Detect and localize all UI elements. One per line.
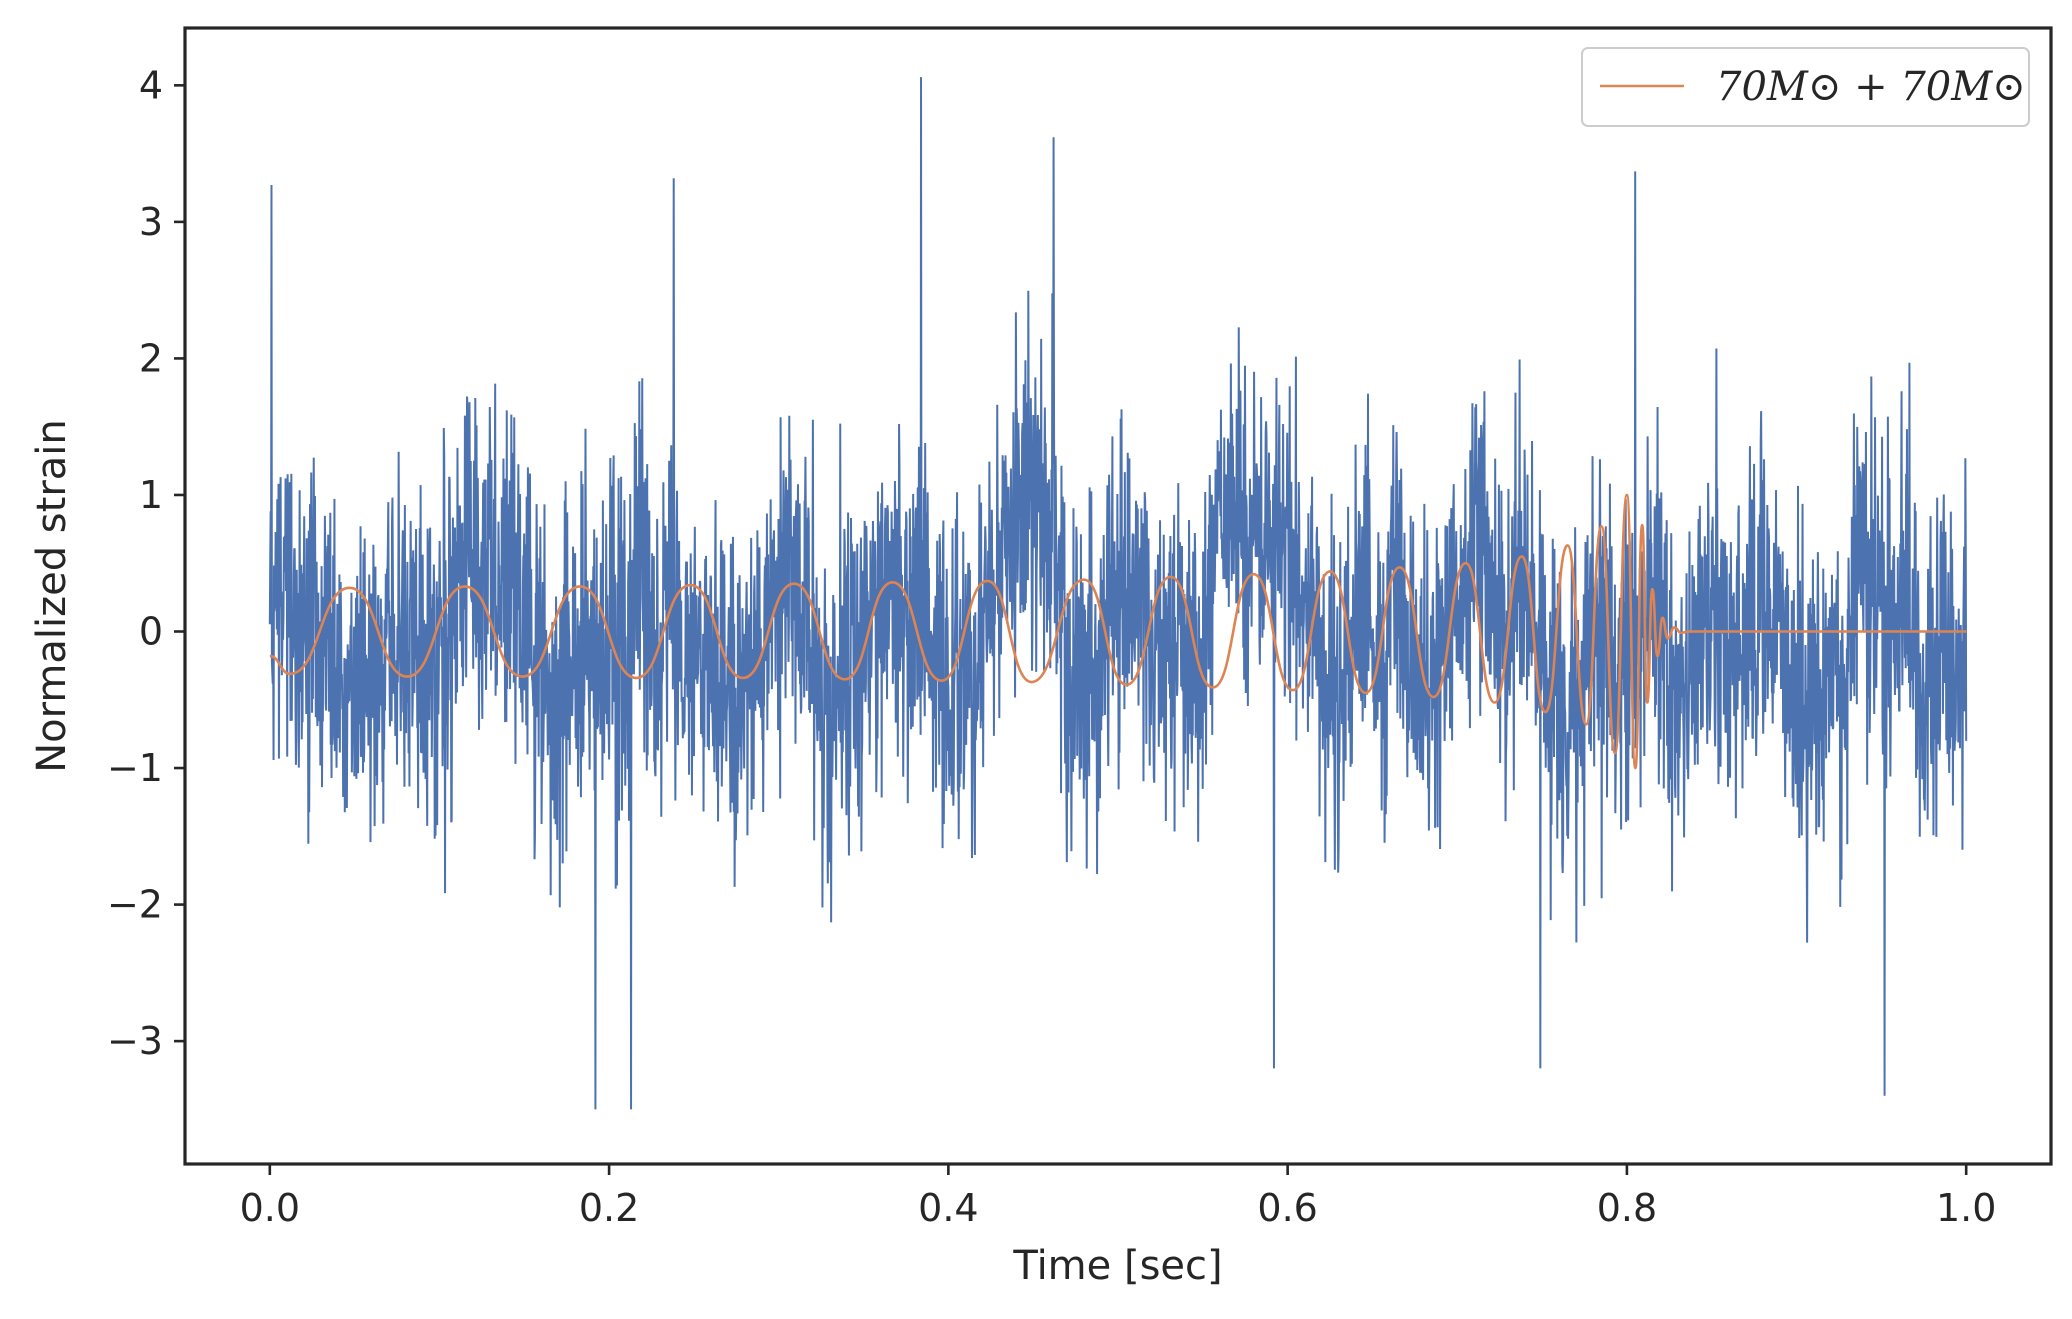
legend: 70M⊙ + 70M⊙ [1581, 47, 2030, 127]
x-tick-label: 1.0 [1936, 1186, 1996, 1230]
x-tick-label: 0.4 [918, 1186, 978, 1230]
y-tick-label: 1 [139, 473, 163, 517]
legend-label-template: 70M⊙ + 70M⊙ [1716, 64, 2026, 110]
y-tick-label: 2 [139, 336, 163, 380]
legend-box [1581, 47, 2030, 127]
y-tick-label: 4 [139, 63, 163, 107]
y-tick-label: 0 [139, 610, 163, 654]
x-tick-label: 0.8 [1597, 1186, 1657, 1230]
x-tick-label: 0.0 [240, 1186, 300, 1230]
noise-series-line [268, 77, 1968, 1110]
y-tick-label: −3 [107, 1019, 163, 1063]
y-axis-label: Normalized strain [29, 419, 75, 773]
noise-series-layer [268, 77, 1968, 1110]
template-series-layer [269, 493, 1967, 770]
x-tick-label: 0.2 [579, 1186, 639, 1230]
y-tick-label: −1 [107, 746, 163, 790]
plot-frame [183, 26, 2053, 1166]
y-tick-label: 3 [139, 200, 163, 244]
ticks-layer: 0.0 0.2 0.4 0.6 0.8 1.0 −3 −2 −1 0 1 2 3 4 [107, 63, 1996, 1230]
x-tick-label: 0.6 [1257, 1186, 1317, 1230]
template-series-line [269, 493, 1967, 770]
y-tick-label: −2 [107, 883, 163, 927]
x-axis-label: Time [sec] [1012, 1243, 1222, 1289]
